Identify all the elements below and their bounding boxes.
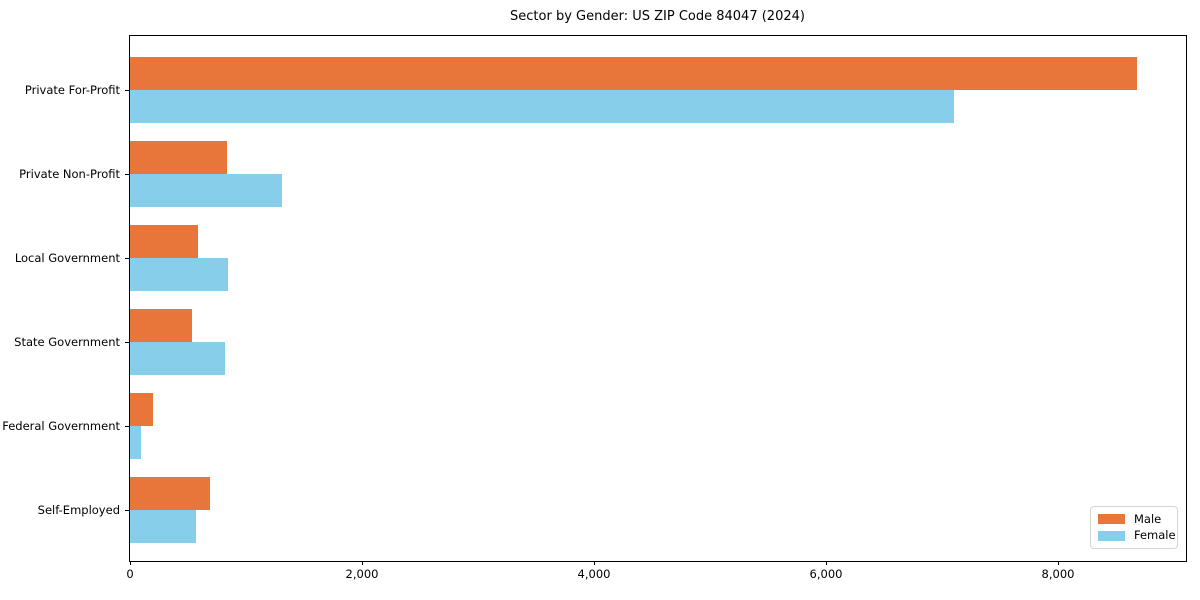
- plot-area: [129, 35, 1187, 562]
- bar-male-federal-government: [130, 393, 153, 426]
- y-tick-label-private-non-profit: Private Non-Profit: [19, 167, 120, 181]
- legend: Male Female: [1090, 506, 1178, 549]
- bar-male-private-non-profit: [130, 141, 227, 174]
- y-axis-tick: [125, 510, 129, 511]
- y-axis-tick: [125, 342, 129, 343]
- y-axis-tick: [125, 258, 129, 259]
- y-tick-label-federal-government: Federal Government: [2, 419, 120, 433]
- y-tick-label-private-for-profit: Private For-Profit: [24, 83, 120, 97]
- x-axis-tick: [362, 561, 363, 565]
- y-tick-label-local-government: Local Government: [14, 251, 120, 265]
- y-axis-tick: [125, 426, 129, 427]
- bar-male-self-employed: [130, 477, 210, 510]
- x-tick-label-4-000: 4,000: [577, 567, 611, 581]
- bar-male-local-government: [130, 225, 198, 258]
- bar-female-self-employed: [130, 510, 196, 543]
- bar-male-state-government: [130, 309, 192, 342]
- bar-female-state-government: [130, 342, 225, 375]
- x-axis-tick: [594, 561, 595, 565]
- legend-swatch-female: [1098, 530, 1125, 541]
- legend-entry-female: Female: [1098, 529, 1176, 542]
- bar-female-private-non-profit: [130, 174, 282, 207]
- bar-female-local-government: [130, 258, 228, 291]
- x-tick-label-8-000: 8,000: [1041, 567, 1075, 581]
- y-tick-label-state-government: State Government: [14, 335, 120, 349]
- x-axis-tick: [130, 561, 131, 565]
- y-axis-tick: [125, 174, 129, 175]
- x-tick-label-6-000: 6,000: [809, 567, 843, 581]
- bar-female-federal-government: [130, 426, 141, 459]
- x-axis-tick: [826, 561, 827, 565]
- legend-swatch-male: [1098, 514, 1125, 525]
- x-tick-label-0: 0: [126, 567, 134, 581]
- chart-title: Sector by Gender: US ZIP Code 84047 (202…: [510, 9, 805, 24]
- bar-female-private-for-profit: [130, 90, 954, 123]
- x-tick-label-2-000: 2,000: [345, 567, 379, 581]
- y-tick-label-self-employed: Self-Employed: [37, 503, 120, 517]
- legend-label-male: Male: [1134, 511, 1162, 526]
- legend-entry-male: Male: [1098, 511, 1170, 526]
- y-axis-tick: [125, 90, 129, 91]
- legend-label-female: Female: [1134, 528, 1176, 542]
- x-axis-tick: [1058, 561, 1059, 565]
- bar-male-private-for-profit: [130, 57, 1137, 90]
